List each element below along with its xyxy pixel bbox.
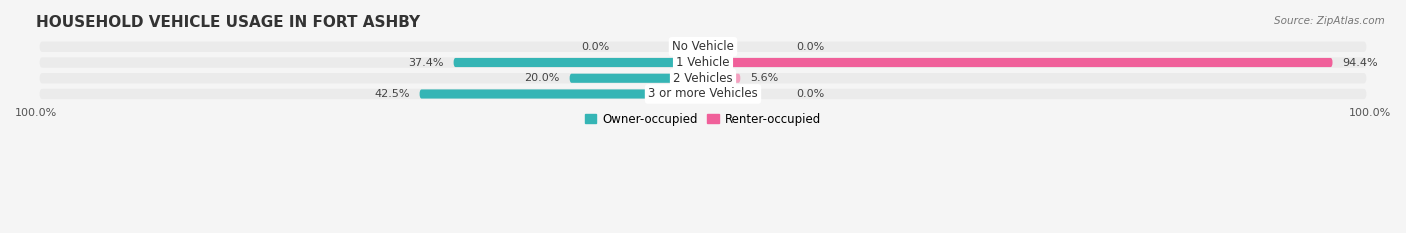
Legend: Owner-occupied, Renter-occupied: Owner-occupied, Renter-occupied [579, 108, 827, 130]
FancyBboxPatch shape [419, 89, 703, 99]
Text: 1 Vehicle: 1 Vehicle [676, 56, 730, 69]
Text: 0.0%: 0.0% [796, 42, 824, 52]
Text: 2 Vehicles: 2 Vehicles [673, 72, 733, 85]
FancyBboxPatch shape [39, 57, 1367, 68]
FancyBboxPatch shape [39, 41, 1367, 52]
FancyBboxPatch shape [703, 74, 741, 83]
Text: 0.0%: 0.0% [582, 42, 610, 52]
Text: 20.0%: 20.0% [524, 73, 560, 83]
FancyBboxPatch shape [569, 74, 703, 83]
Text: 5.6%: 5.6% [751, 73, 779, 83]
Text: HOUSEHOLD VEHICLE USAGE IN FORT ASHBY: HOUSEHOLD VEHICLE USAGE IN FORT ASHBY [37, 15, 420, 30]
FancyBboxPatch shape [703, 58, 1333, 67]
Text: 42.5%: 42.5% [374, 89, 409, 99]
Text: 94.4%: 94.4% [1343, 58, 1378, 68]
Text: 37.4%: 37.4% [408, 58, 443, 68]
FancyBboxPatch shape [454, 58, 703, 67]
Text: 0.0%: 0.0% [796, 89, 824, 99]
Text: Source: ZipAtlas.com: Source: ZipAtlas.com [1274, 16, 1385, 26]
FancyBboxPatch shape [39, 89, 1367, 99]
Text: No Vehicle: No Vehicle [672, 40, 734, 53]
Text: 3 or more Vehicles: 3 or more Vehicles [648, 88, 758, 100]
FancyBboxPatch shape [39, 73, 1367, 83]
